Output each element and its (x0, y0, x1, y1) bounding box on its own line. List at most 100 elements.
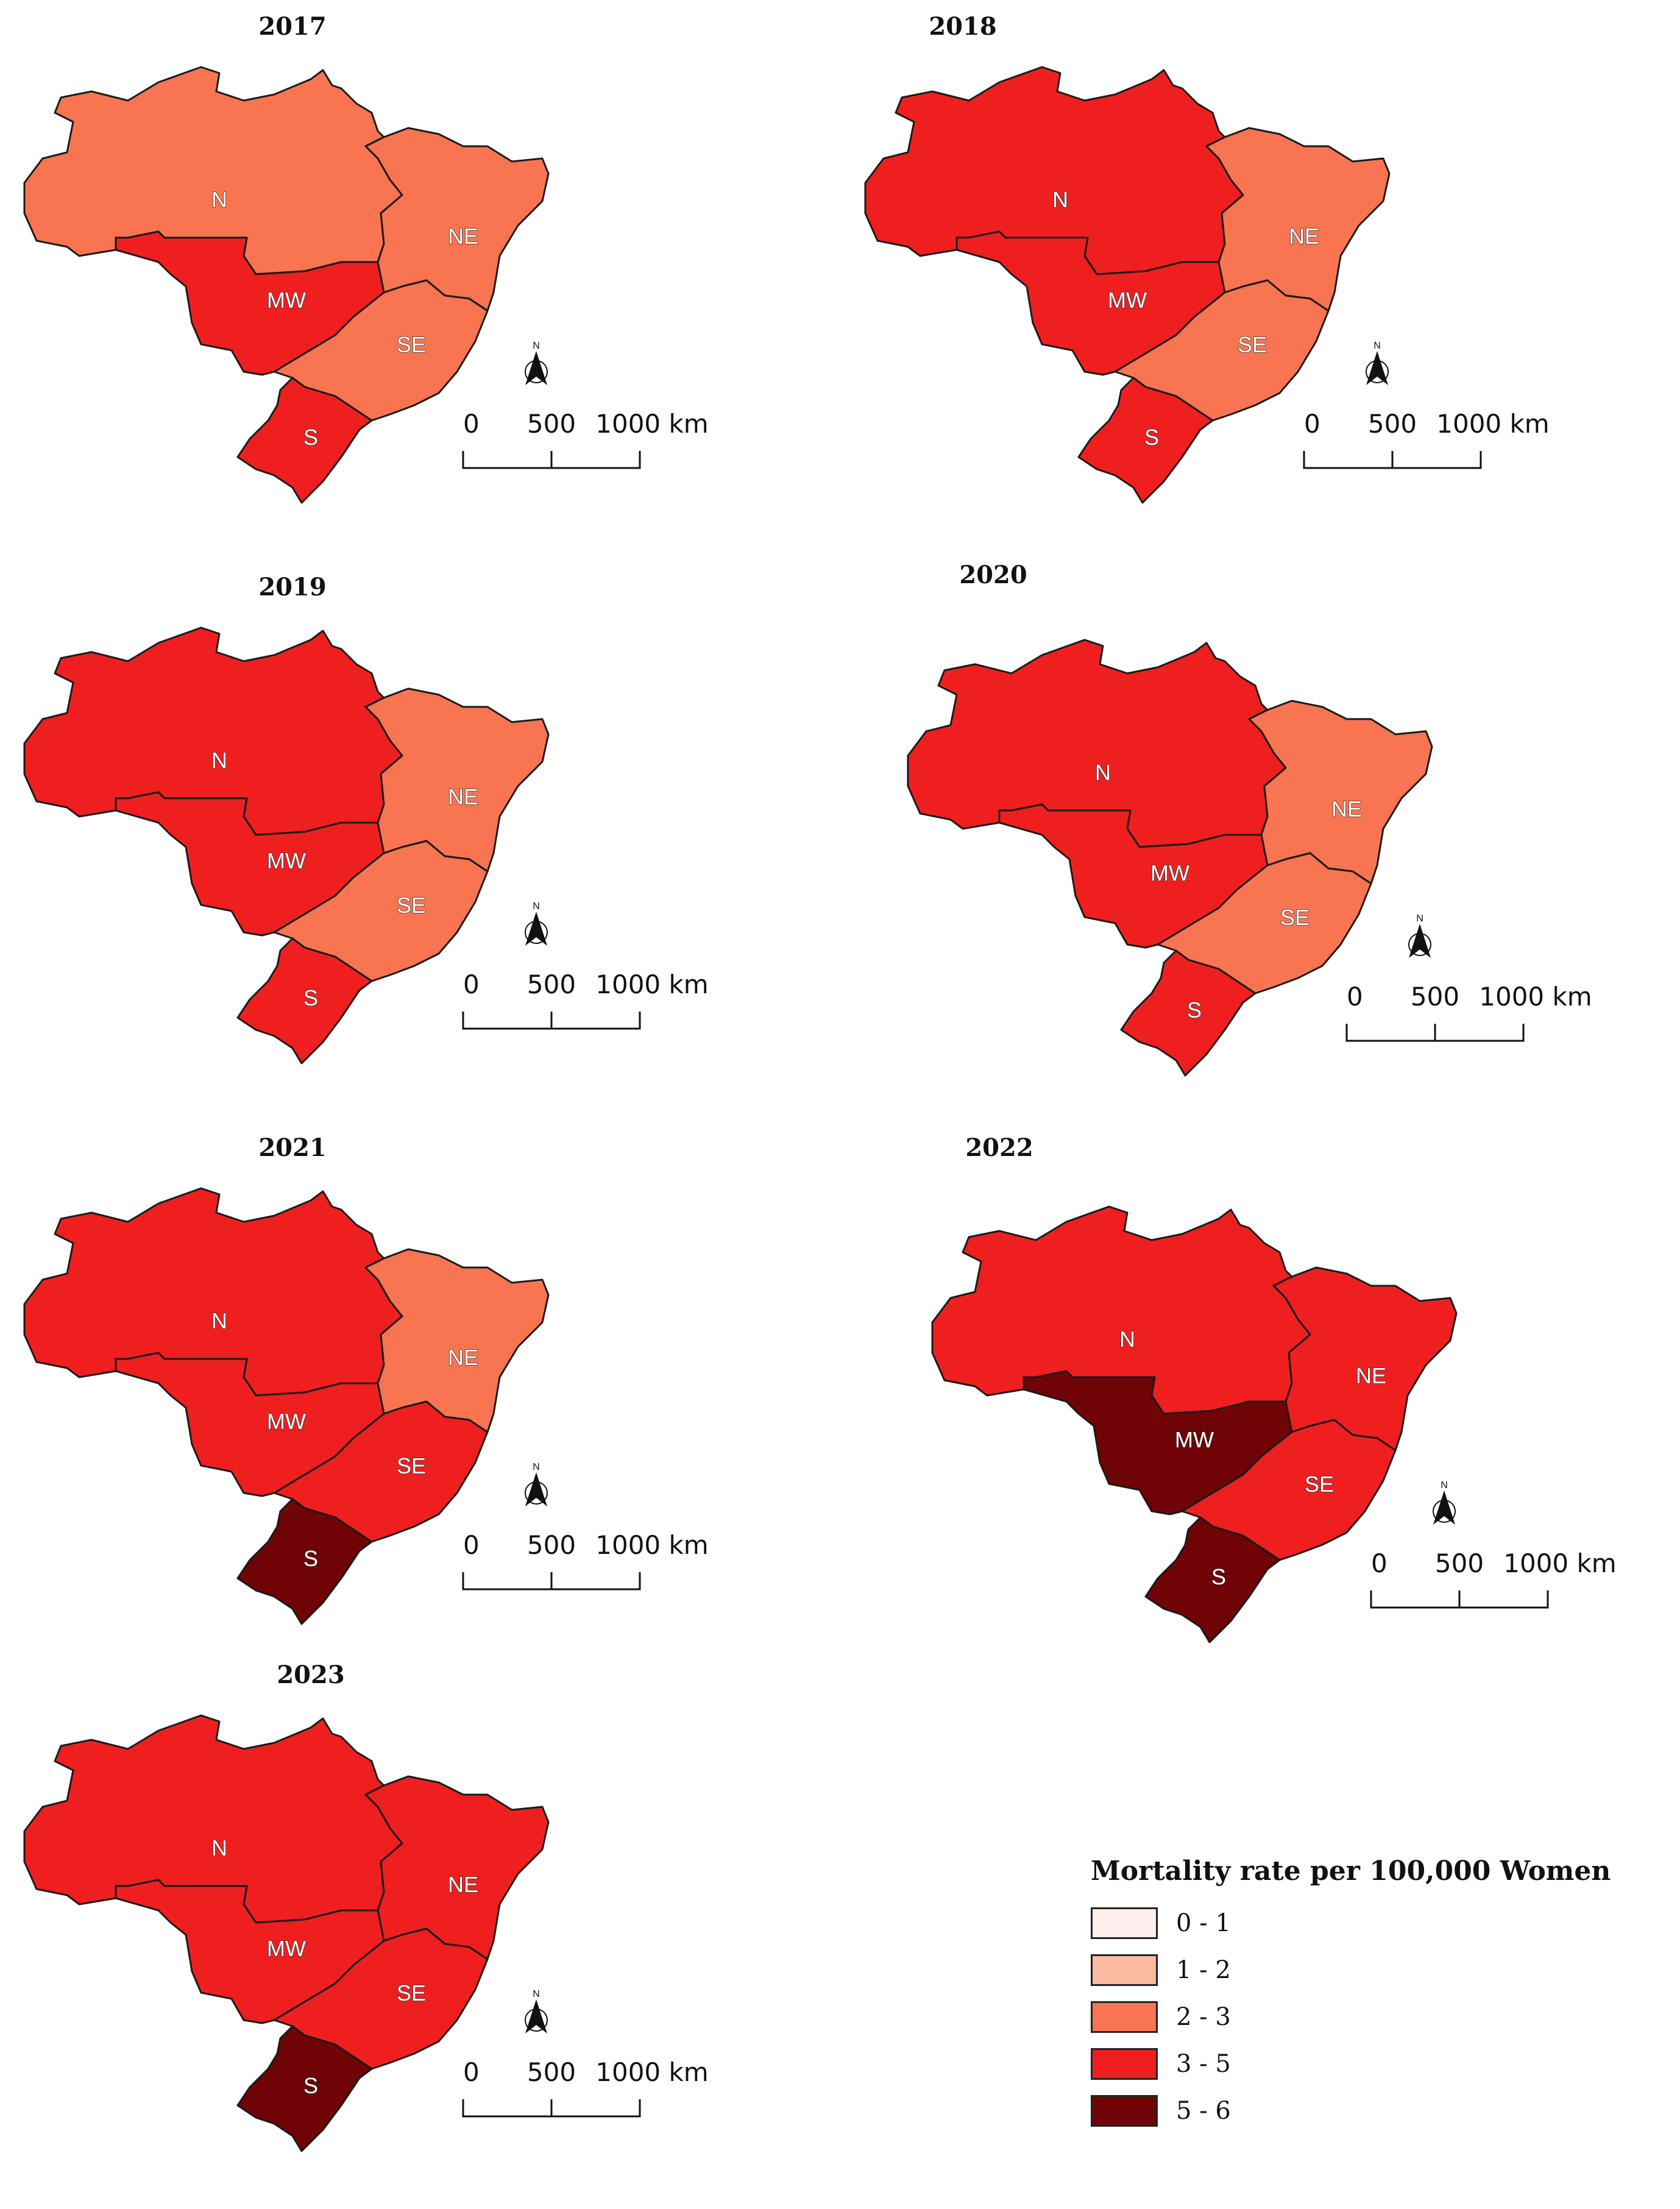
map-year-title: 2019 (258, 573, 327, 601)
region-label-mw: MW (267, 1409, 306, 1434)
region-s (1120, 949, 1256, 1077)
north-arrow-icon: N (1408, 913, 1431, 958)
region-label-se: SE (397, 1453, 426, 1478)
region-label-ne: NE (448, 784, 478, 809)
scale-bar: 0 500 1000 km (1345, 982, 1592, 1042)
north-letter: N (533, 341, 540, 351)
region-label-s: S (303, 1546, 318, 1571)
scale-bar-label: 500 (527, 970, 576, 999)
region-label-s: S (303, 2073, 318, 2098)
region-label-mw: MW (1108, 288, 1147, 313)
map-legend: Mortality rate per 100,000 Women 0 - 1 1… (1091, 1856, 1639, 2127)
region-s (1077, 377, 1214, 504)
map-year-title: 2020 (959, 561, 1027, 589)
scale-bar-label: 500 (527, 2057, 576, 2087)
region-label-se: SE (397, 1980, 426, 2005)
north-letter: N (533, 1989, 540, 1999)
brazil-map: N NE MW SE S N 0 500 1000 km (23, 66, 709, 504)
scale-bar-label: 500 (527, 1530, 576, 1560)
region-label-se: SE (397, 893, 426, 918)
brazil-regions: N NE MW SE S (23, 66, 550, 504)
region-label-ne: NE (448, 1345, 478, 1370)
region-label-ne: NE (448, 224, 478, 249)
brazil-regions: N NE MW SE S (23, 1187, 550, 1625)
north-arrow-icon: N (1366, 341, 1389, 385)
scale-bar-label: 0 (463, 970, 480, 999)
map-panel-2023: 2023 N NE MW SE S N 0 500 1000 km (0, 1661, 792, 2209)
region-label-ne: NE (1331, 796, 1362, 821)
scale-bar-label: 1000 km (595, 2057, 708, 2087)
brazil-map: N NE MW SE S N 0 500 1000 km (864, 66, 1550, 504)
scale-bar-label: 1000 km (595, 970, 708, 999)
region-label-se: SE (1238, 332, 1267, 357)
region-se (1114, 279, 1330, 422)
brazil-map: N NE MW SE S N 0 500 1000 km (23, 1714, 709, 2152)
brazil-regions: N NE MW SE S (864, 66, 1391, 504)
brazil-regions: N NE MW SE S (23, 626, 550, 1065)
scale-bar-label: 0 (463, 1530, 480, 1560)
region-se (273, 279, 489, 422)
scale-bar-label: 1000 km (1436, 409, 1549, 439)
legend-swatch (1091, 2048, 1158, 2080)
region-ne (1248, 700, 1433, 885)
legend-swatch (1091, 1907, 1158, 1939)
region-s (236, 937, 373, 1065)
map-year-title: 2018 (929, 12, 997, 41)
region-label-n: N (211, 1835, 227, 1860)
north-letter: N (533, 901, 540, 912)
region-s (236, 377, 373, 504)
region-label-s: S (303, 425, 318, 450)
scale-bar: 0 500 1000 km (462, 1530, 709, 1590)
brazil-map: N NE MW SE S N 0 500 1000 km (931, 1205, 1617, 1643)
region-label-n: N (1119, 1327, 1135, 1352)
region-label-se: SE (1305, 1472, 1334, 1497)
scale-bar-label: 500 (1435, 1548, 1484, 1578)
legend-label: 5 - 6 (1176, 2097, 1231, 2125)
brazil-map: N NE MW SE S N 0 500 1000 km (23, 626, 709, 1065)
region-label-mw: MW (1150, 860, 1189, 885)
scale-bar-label: 1000 km (595, 409, 708, 439)
brazil-map: N NE MW SE S N 0 500 1000 km (23, 1187, 709, 1625)
scale-bar: 0 500 1000 km (462, 970, 709, 1030)
scale-bar-label: 500 (1411, 982, 1459, 1012)
map-year-title: 2017 (258, 12, 327, 41)
map-year-title: 2022 (965, 1133, 1033, 1162)
map-year-title: 2021 (258, 1133, 327, 1162)
legend-label: 2 - 3 (1176, 2003, 1231, 2031)
scale-bar: 0 500 1000 km (462, 2057, 709, 2118)
legend-swatch (1091, 2095, 1158, 2127)
region-label-n: N (211, 1308, 227, 1333)
region-ne (1205, 127, 1391, 312)
region-label-mw: MW (1175, 1427, 1214, 1452)
scale-bar-label: 0 (1371, 1548, 1388, 1578)
north-arrow-icon: N (525, 1989, 548, 2033)
scale-bar-label: 0 (463, 409, 480, 439)
scale-bar-label: 500 (1368, 409, 1417, 439)
north-arrow-icon: N (525, 341, 548, 385)
region-label-ne: NE (448, 1872, 478, 1897)
region-ne (1272, 1266, 1458, 1452)
region-se (273, 1927, 489, 2070)
region-se (273, 1400, 489, 1543)
map-panel-2021: 2021 N NE MW SE S N 0 500 1000 km (0, 1133, 792, 1682)
scale-bar: 0 500 1000 km (462, 409, 709, 469)
legend-label: 1 - 2 (1176, 1956, 1231, 1984)
north-letter: N (1416, 913, 1423, 924)
region-ne (364, 1248, 550, 1433)
legend-swatch (1091, 1954, 1158, 1986)
scale-bar-label: 500 (527, 409, 576, 439)
region-s (236, 1498, 373, 1625)
region-label-mw: MW (267, 288, 306, 313)
region-label-ne: NE (1289, 224, 1319, 249)
region-label-mw: MW (267, 1936, 306, 1961)
region-label-se: SE (397, 332, 426, 357)
region-label-n: N (211, 748, 227, 773)
region-label-n: N (1052, 187, 1068, 212)
scale-bar-label: 1000 km (595, 1530, 708, 1560)
map-panel-2020: 2020 N NE MW SE S N 0 500 1000 km (884, 561, 1676, 1109)
map-panel-2018: 2018 N NE MW SE S N 0 500 1000 km (841, 12, 1633, 561)
region-label-s: S (1187, 998, 1202, 1023)
map-panel-2019: 2019 N NE MW SE S N 0 500 1000 km (0, 573, 792, 1121)
scale-bar-label: 0 (463, 2057, 480, 2087)
north-letter: N (533, 1462, 540, 1472)
